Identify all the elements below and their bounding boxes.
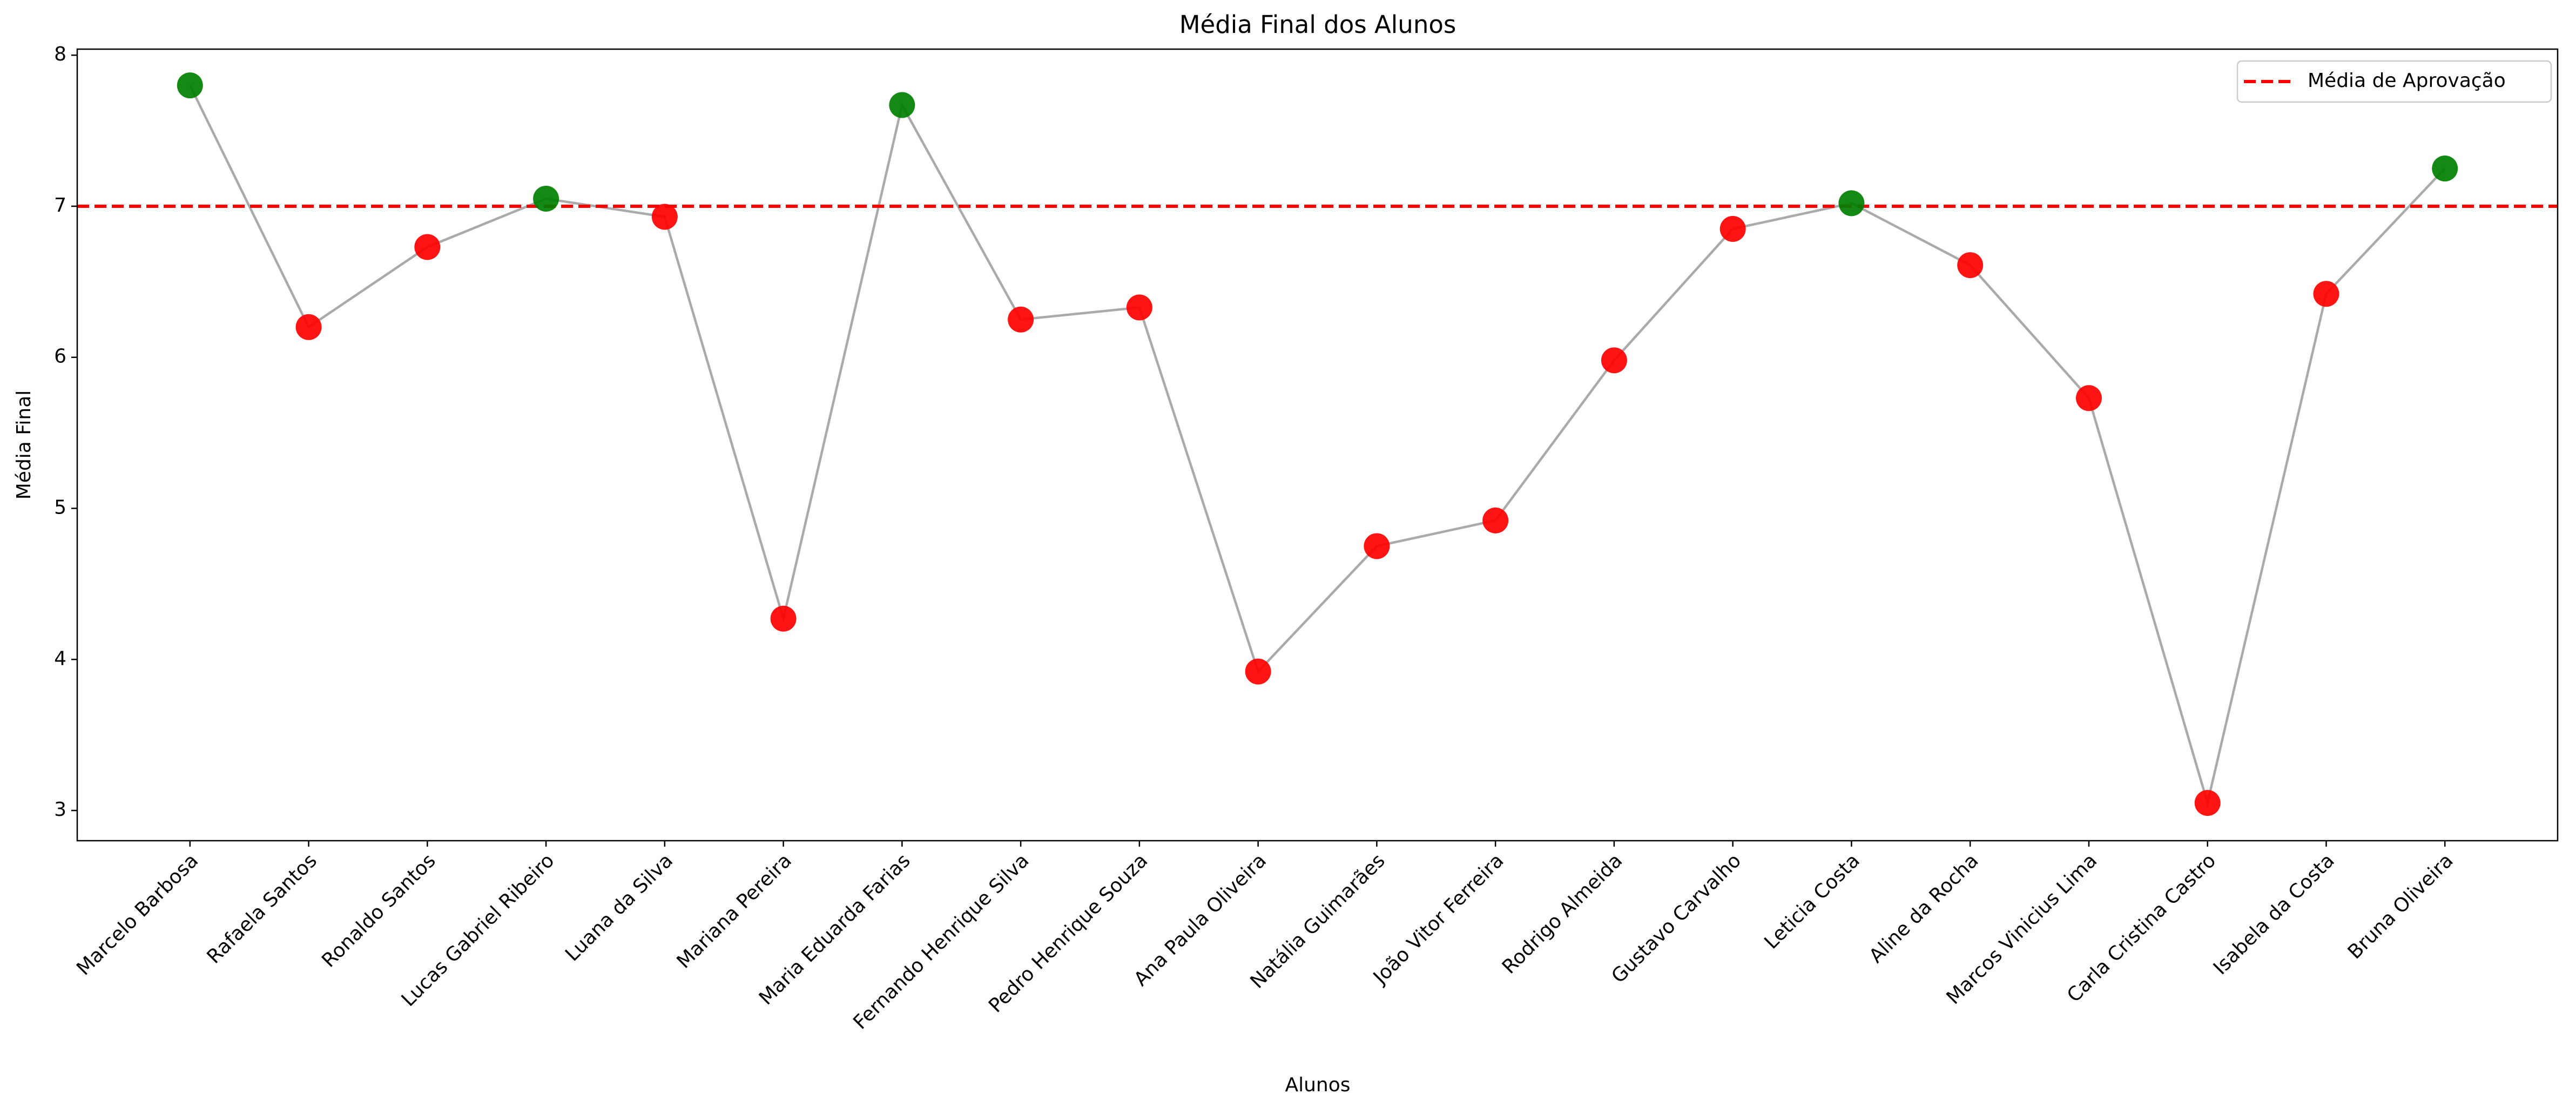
data-point [1838, 190, 1865, 217]
data-point [177, 72, 203, 99]
data-point [1245, 658, 1271, 685]
chart-title: Média Final dos Alunos [1179, 10, 1456, 39]
x-tick-label: Natália Guimarães [1246, 849, 1389, 992]
x-tick-label: João Vitor Ferreira [1368, 849, 1508, 989]
y-tick-label: 7 [54, 194, 66, 217]
x-tick-label: Bruna Oliveira [2344, 849, 2458, 963]
data-line [188, 85, 2446, 808]
y-tick-label: 5 [54, 497, 66, 519]
data-point [651, 204, 678, 230]
data-point [2075, 385, 2102, 411]
x-axis-label: Alunos [1285, 1074, 1350, 1096]
data-point [1601, 347, 1627, 374]
y-tick-label: 3 [54, 799, 66, 821]
legend-label: Média de Aprovação [2308, 70, 2506, 92]
data-point [889, 92, 915, 118]
data-point [1364, 533, 1390, 559]
x-tick-label: Ronaldo Santos [318, 849, 440, 971]
x-tick-label: Leticia Costa [1760, 849, 1864, 953]
data-point [1719, 215, 1746, 242]
x-tick-label: Aline da Rocha [1865, 849, 1982, 967]
data-point [533, 185, 559, 212]
x-tick-label: Gustavo Carvalho [1607, 849, 1745, 988]
plot-frame [76, 48, 2559, 842]
legend-box [2236, 60, 2552, 103]
x-tick-label: Rodrigo Almeida [1498, 849, 1627, 978]
y-axis-label: Média Final [13, 390, 35, 500]
x-tick-label: Luana da Silva [561, 849, 677, 965]
x-tick-label: Marcelo Barbosa [72, 849, 203, 979]
data-point [1482, 507, 1509, 533]
y-tick-label: 8 [54, 43, 66, 65]
x-tick-label: Isabela da Costa [2209, 849, 2339, 979]
data-point [1008, 306, 1034, 333]
data-point [295, 314, 322, 340]
data-point [1126, 294, 1152, 321]
x-tick-label: Mariana Pereira [673, 849, 796, 972]
data-point [2194, 790, 2221, 816]
y-tick-label: 4 [54, 647, 66, 670]
data-point [770, 605, 797, 632]
y-tick-label: 6 [54, 346, 66, 368]
data-point [2313, 281, 2339, 307]
data-point [1957, 252, 1984, 279]
data-point [2432, 156, 2458, 182]
data-point [414, 234, 441, 260]
x-tick-label: Rafaela Santos [203, 849, 321, 968]
x-tick-label: Ana Paula Oliveira [1130, 849, 1271, 990]
